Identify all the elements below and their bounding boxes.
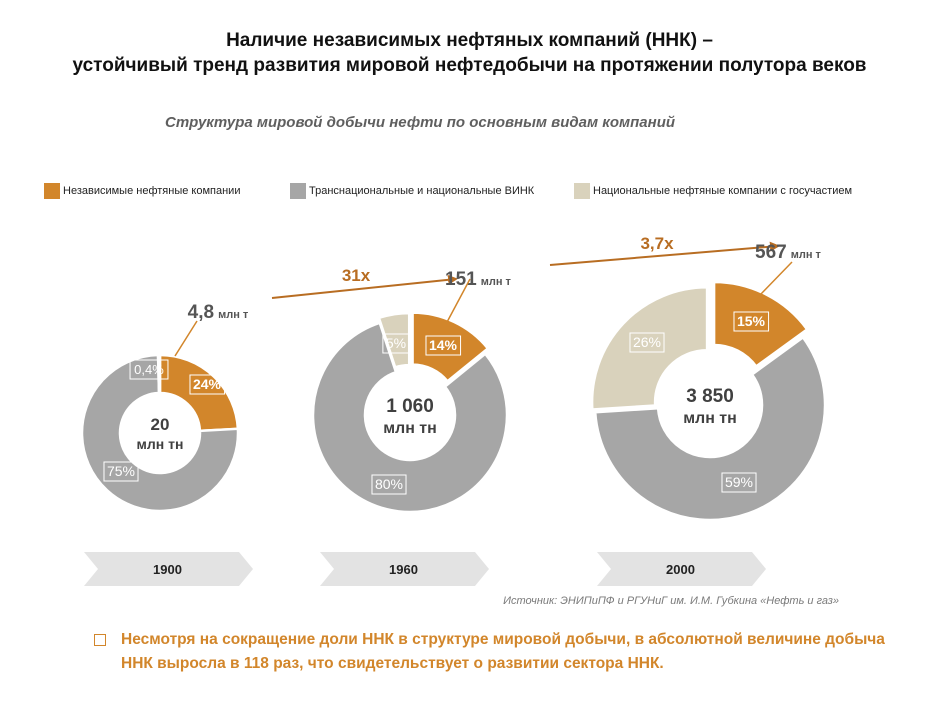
slice-label-box	[189, 374, 226, 395]
slice-label-box	[733, 311, 770, 332]
total-unit-1900: млн тн	[137, 436, 184, 452]
conclusion-note: Несмотря на сокращение доли ННК в структ…	[94, 628, 894, 676]
legend-swatch-nnk	[44, 183, 60, 199]
donut-hole-1960	[365, 370, 455, 460]
slice-label-box	[371, 474, 407, 495]
growth-label-1: 3,7x	[640, 234, 674, 253]
nnk-volume-1960: 151 млн т	[445, 269, 512, 290]
growth-arrow-1	[549, 241, 780, 266]
chevron-shape	[84, 552, 253, 586]
year-chevrons: 1900 1960 2000	[84, 552, 766, 586]
donut-hole-2000	[658, 353, 762, 457]
conclusion-text: Несмотря на сокращение доли ННК в структ…	[121, 631, 885, 672]
legend-item-vink: Транснациональные и национальные ВИНК	[290, 183, 534, 199]
slice-label-2000-2: 26%	[633, 334, 661, 350]
donut-1900: 24% 75% 0,4% 20 млн тн 4,8 млн т	[80, 302, 249, 513]
slice-label-1900-2: 0,4%	[134, 362, 164, 377]
growth-arrows: 31x 3,7x	[271, 234, 780, 299]
total-value-1900: 20	[151, 415, 170, 434]
slice-label-box	[425, 335, 462, 356]
donuts-group: 24% 75% 0,4% 20 млн тн 4,8 млн т 14% 80% 5% 1 060 м…	[80, 242, 827, 522]
slice-label-box	[103, 461, 139, 482]
page-title: Наличие независимых нефтяных компаний (Н…	[0, 28, 939, 78]
nnk-volume-1900: 4,8 млн т	[188, 302, 249, 323]
slice-label-1960-2: 5%	[386, 335, 406, 351]
title-line-1: Наличие независимых нефтяных компаний (Н…	[226, 30, 713, 51]
checkbox-bullet-icon	[94, 634, 106, 646]
slice-label-2000-0: 15%	[737, 313, 766, 329]
legend-swatch-gov	[574, 183, 590, 199]
legend-item-nnk: Независимые нефтяные компании	[44, 183, 240, 199]
year-label-1960: 1960	[389, 562, 418, 577]
slice-label-1960-1: 80%	[375, 476, 403, 492]
leader-line-1900	[174, 320, 198, 357]
slice-label-box	[721, 472, 757, 493]
total-unit-2000: млн тн	[683, 410, 737, 427]
year-chevron-1960: 1960	[320, 552, 489, 586]
slice-label-1960-0: 14%	[429, 337, 458, 353]
year-chevron-2000: 2000	[597, 552, 766, 586]
legend-label-nnk: Независимые нефтяные компании	[63, 185, 241, 197]
nnk-volume-2000: 567 млн т	[755, 242, 822, 263]
chart-subtitle: Структура мировой добычи нефти по основн…	[165, 114, 676, 131]
slice-label-2000-1: 59%	[725, 474, 753, 490]
slice-label-1900-1: 75%	[107, 463, 135, 479]
donut-1960: 14% 80% 5% 1 060 млн тн 151 млн т	[311, 269, 512, 514]
year-label-1900: 1900	[153, 562, 182, 577]
slice-1960-0	[411, 311, 490, 383]
year-chevron-1900: 1900	[84, 552, 253, 586]
slice-label-1900-0: 24%	[193, 376, 222, 392]
donut-2000: 15% 59% 26% 3 850 млн тн 567 млн т	[590, 242, 827, 522]
total-value-1960: 1 060	[386, 396, 434, 417]
growth-arrow-0	[271, 274, 458, 299]
slice-1960-2	[377, 311, 411, 369]
source-note: Источник: ЭНИПиПФ и РГУНиГ им. И.М. Губк…	[503, 595, 839, 607]
legend-item-gov: Национальные нефтяные компании с госучас…	[574, 183, 852, 199]
growth-label-0: 31x	[342, 266, 371, 285]
legend-swatch-vink	[290, 183, 306, 199]
leader-line-2000	[759, 261, 793, 296]
slice-label-box	[629, 332, 665, 353]
year-label-2000: 2000	[666, 562, 695, 577]
slice-1960-1	[311, 321, 509, 514]
chevron-shape	[320, 552, 489, 586]
slice-2000-2	[590, 286, 709, 411]
leader-line-1960	[445, 278, 471, 325]
slice-label-box	[382, 333, 410, 354]
total-unit-1960: млн тн	[383, 420, 437, 437]
slice-2000-0	[712, 280, 809, 369]
legend-label-gov: Национальные нефтяные компании с госучас…	[593, 185, 853, 197]
donut-hole-1900	[120, 393, 200, 473]
chevron-shape	[597, 552, 766, 586]
legend-label-vink: Транснациональные и национальные ВИНК	[309, 185, 535, 197]
title-line-2: устойчивый тренд развития мировой нефтед…	[72, 55, 867, 76]
slice-label-box	[129, 359, 169, 380]
total-value-2000: 3 850	[686, 386, 734, 407]
